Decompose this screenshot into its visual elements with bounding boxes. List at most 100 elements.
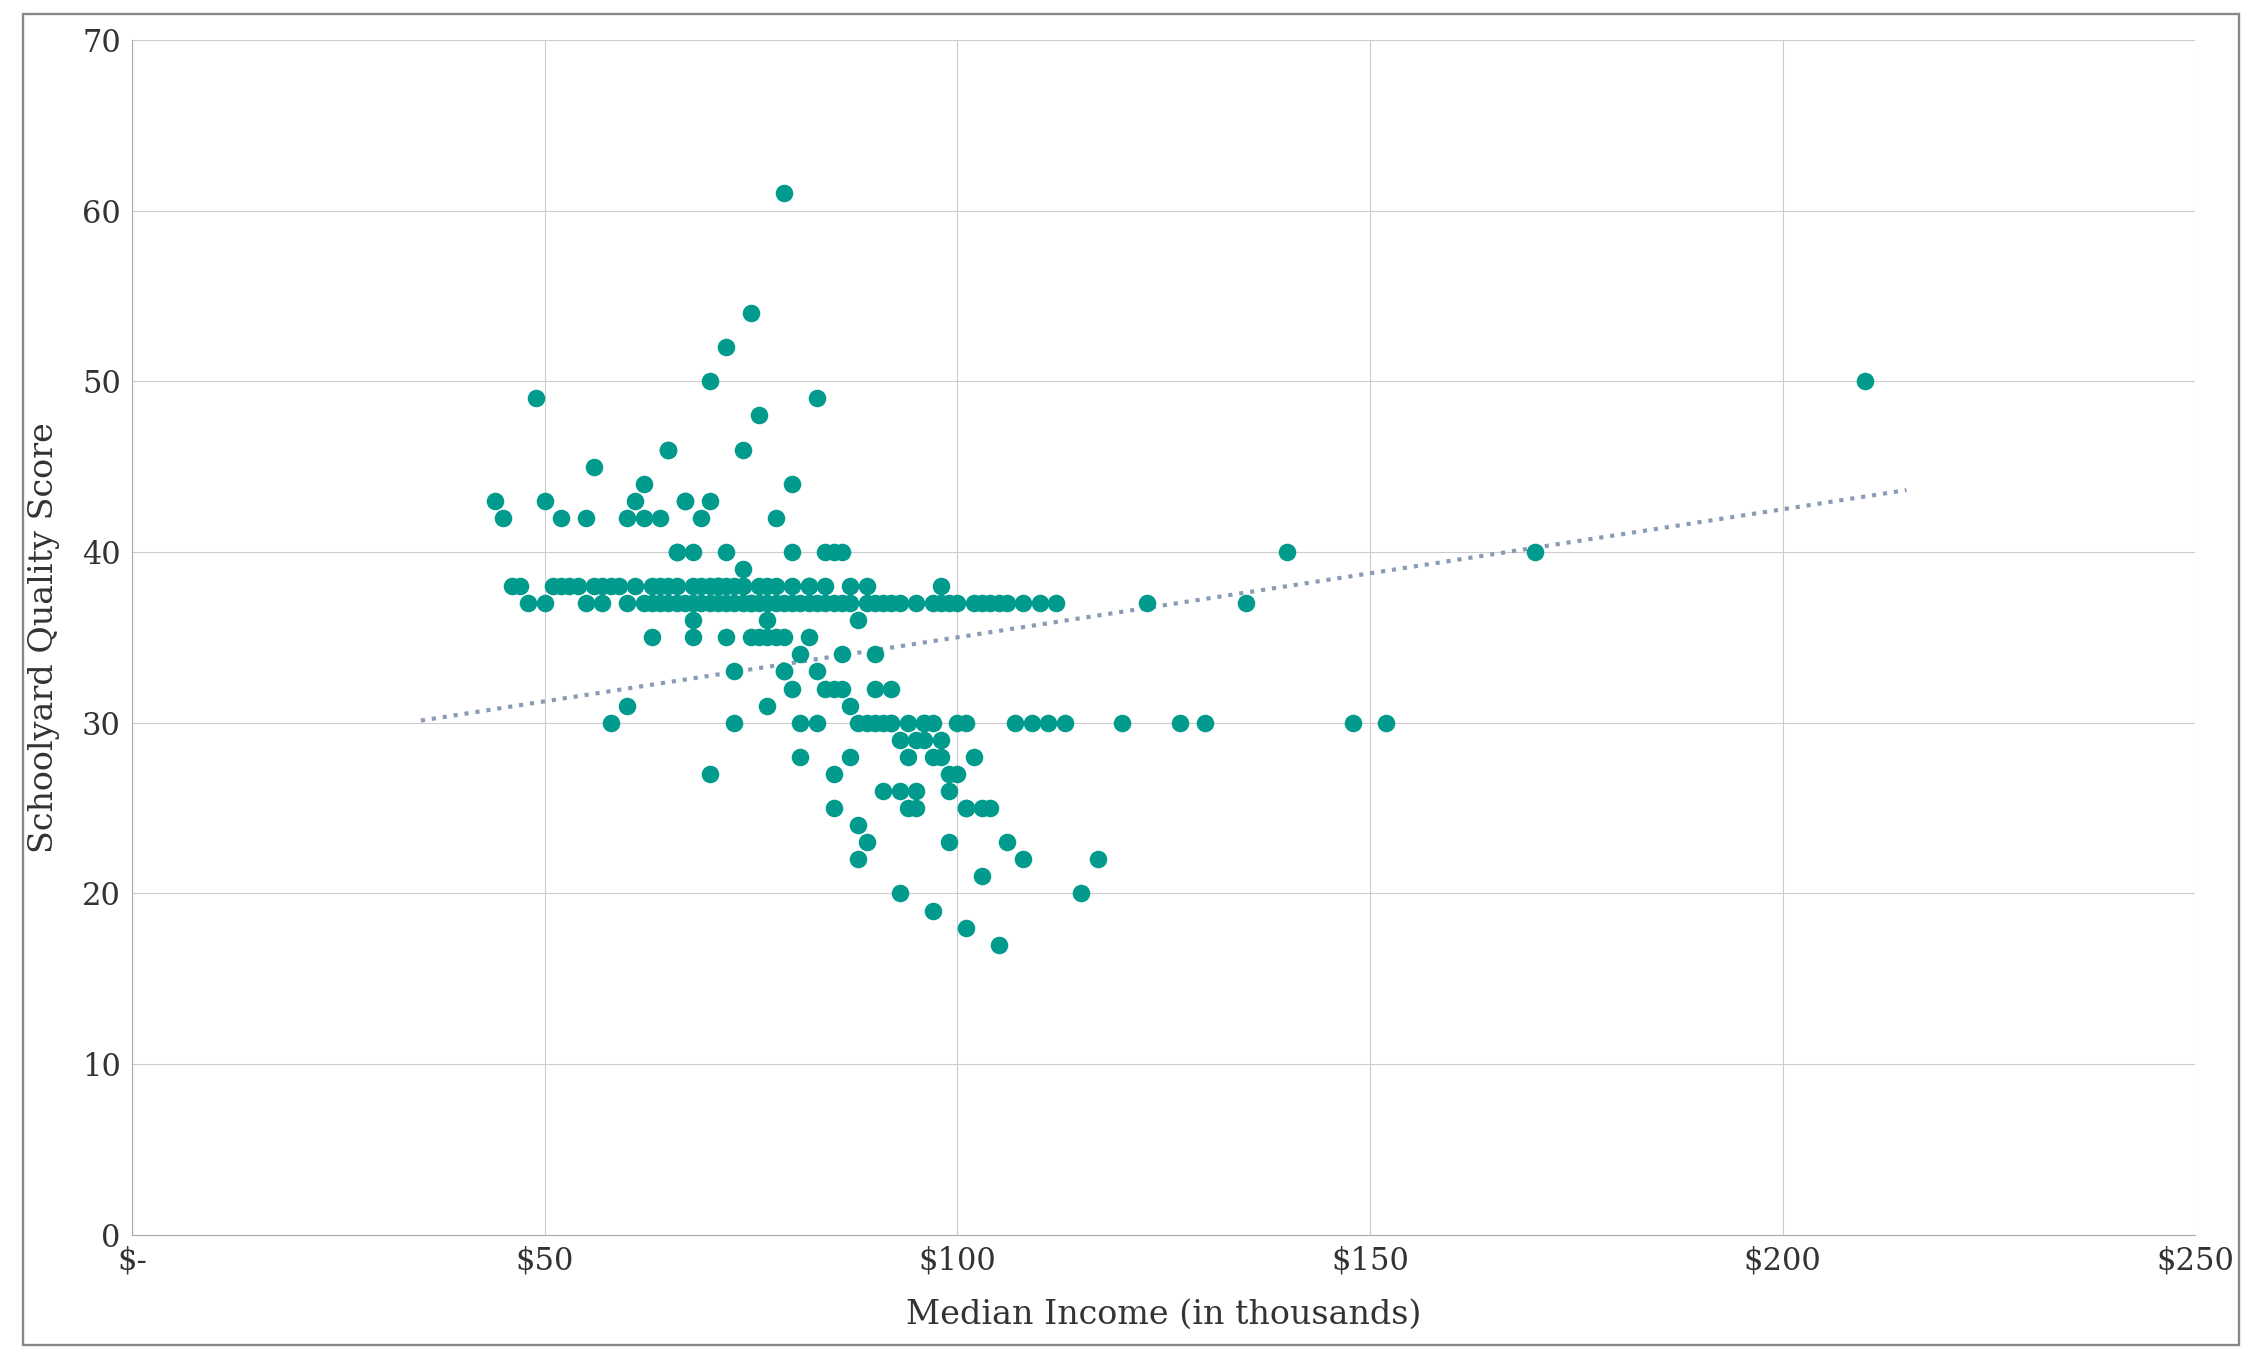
Point bbox=[699, 593, 735, 614]
Point bbox=[792, 593, 828, 614]
Point bbox=[948, 798, 984, 819]
Point bbox=[832, 694, 869, 716]
Point bbox=[882, 882, 918, 904]
Point bbox=[1269, 541, 1305, 563]
Point bbox=[774, 575, 810, 597]
Point bbox=[889, 746, 925, 768]
Point bbox=[618, 489, 654, 511]
Point bbox=[742, 575, 778, 597]
Point bbox=[742, 405, 778, 427]
Point bbox=[724, 575, 760, 597]
Point bbox=[957, 746, 993, 768]
Point bbox=[898, 593, 934, 614]
Point bbox=[832, 593, 869, 614]
Point bbox=[608, 507, 645, 529]
Point bbox=[692, 575, 728, 597]
Point bbox=[692, 762, 728, 784]
Point bbox=[758, 575, 794, 597]
Point bbox=[1163, 712, 1199, 734]
Point bbox=[749, 593, 785, 614]
Point bbox=[848, 832, 884, 853]
Point bbox=[584, 593, 620, 614]
Point bbox=[783, 593, 819, 614]
Point bbox=[1129, 593, 1165, 614]
Point bbox=[923, 593, 959, 614]
Point bbox=[973, 593, 1009, 614]
Point bbox=[608, 593, 645, 614]
Point bbox=[527, 489, 563, 511]
Point bbox=[651, 439, 688, 461]
Point bbox=[749, 609, 785, 631]
Point bbox=[864, 593, 900, 614]
Point bbox=[559, 575, 595, 597]
Point bbox=[627, 593, 663, 614]
Point bbox=[1079, 848, 1115, 870]
Point bbox=[502, 575, 538, 597]
Point bbox=[857, 593, 893, 614]
Point bbox=[724, 593, 760, 614]
Point bbox=[651, 575, 688, 597]
Point bbox=[667, 593, 703, 614]
Point bbox=[948, 798, 984, 819]
Point bbox=[857, 678, 893, 700]
Point bbox=[674, 541, 710, 563]
Point bbox=[848, 593, 884, 614]
Point bbox=[898, 728, 934, 750]
Point bbox=[774, 593, 810, 614]
Point bbox=[939, 593, 975, 614]
Point bbox=[964, 798, 1000, 819]
Point bbox=[814, 541, 851, 563]
Point bbox=[658, 593, 694, 614]
Point bbox=[674, 575, 710, 597]
Point bbox=[758, 507, 794, 529]
Point bbox=[873, 678, 909, 700]
Point bbox=[1004, 848, 1041, 870]
Point bbox=[577, 455, 613, 477]
Point bbox=[717, 660, 753, 682]
Point bbox=[1848, 371, 1884, 393]
Point bbox=[988, 593, 1025, 614]
Point bbox=[823, 678, 860, 700]
Point bbox=[733, 302, 769, 323]
Point bbox=[964, 593, 1000, 614]
Point bbox=[642, 593, 679, 614]
Point bbox=[674, 609, 710, 631]
Point bbox=[527, 593, 563, 614]
Point bbox=[823, 541, 860, 563]
Point bbox=[1228, 593, 1264, 614]
Point bbox=[602, 575, 638, 597]
Point bbox=[798, 593, 835, 614]
Point bbox=[914, 712, 950, 734]
Point bbox=[749, 575, 785, 597]
Point bbox=[699, 575, 735, 597]
Point bbox=[774, 678, 810, 700]
Point bbox=[642, 575, 679, 597]
Point bbox=[758, 626, 794, 648]
Point bbox=[873, 712, 909, 734]
Point bbox=[642, 507, 679, 529]
Point bbox=[534, 575, 570, 597]
Point bbox=[792, 626, 828, 648]
Point bbox=[907, 728, 943, 750]
Point bbox=[543, 575, 579, 597]
Point bbox=[957, 593, 993, 614]
Point bbox=[1104, 712, 1140, 734]
Point bbox=[923, 746, 959, 768]
Point bbox=[889, 798, 925, 819]
Point bbox=[973, 798, 1009, 819]
Point bbox=[882, 728, 918, 750]
Point bbox=[667, 489, 703, 511]
Point bbox=[932, 780, 968, 802]
Point bbox=[814, 678, 851, 700]
Point bbox=[907, 712, 943, 734]
Point bbox=[848, 712, 884, 734]
Point bbox=[633, 593, 670, 614]
Point bbox=[1063, 882, 1099, 904]
Point bbox=[814, 798, 851, 819]
Point bbox=[832, 746, 869, 768]
Point bbox=[907, 712, 943, 734]
Point bbox=[749, 626, 785, 648]
Point bbox=[509, 593, 545, 614]
Point bbox=[692, 371, 728, 393]
Point bbox=[518, 387, 554, 409]
